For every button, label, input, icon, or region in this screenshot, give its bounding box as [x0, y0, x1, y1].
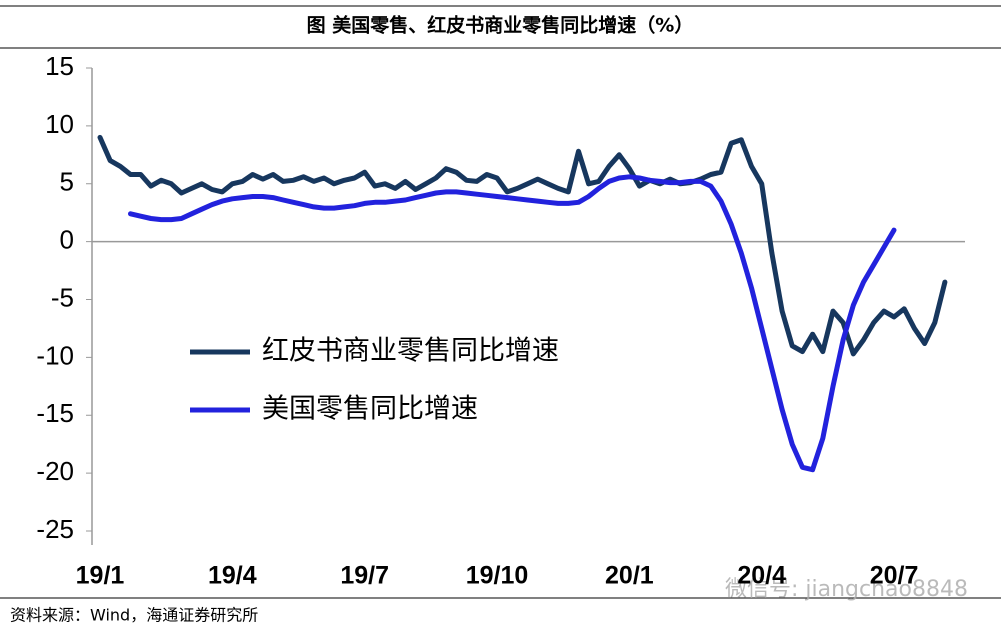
y-tick-label: -5	[51, 282, 74, 312]
y-tick-label: -20	[36, 456, 74, 486]
y-tick-label: 10	[45, 109, 74, 139]
y-tick-label: 0	[60, 225, 74, 255]
x-tick-label: 20/7	[870, 562, 919, 590]
chart-title: 图 美国零售、红皮书商业零售同比增速（%）	[307, 14, 694, 37]
y-tick-label: 15	[45, 51, 74, 81]
x-tick-label: 20/4	[737, 562, 786, 590]
y-tick-label: -25	[36, 514, 74, 544]
x-tick-label: 19/10	[466, 562, 529, 590]
series-line	[128, 174, 897, 473]
legend-label: 美国零售同比增速	[262, 394, 478, 425]
x-tick-label: 20/1	[605, 562, 654, 590]
y-tick-label: -10	[36, 340, 74, 370]
watermark: 微信号: jiangchao8848	[725, 577, 968, 602]
x-tick-label: 19/1	[76, 562, 125, 590]
source: 资料来源：Wind，海通证券研究所	[10, 606, 258, 625]
y-tick-label: -15	[36, 398, 74, 428]
legend-label: 红皮书商业零售同比增速	[262, 336, 559, 367]
series-line	[97, 134, 948, 357]
y-tick-label: 5	[60, 167, 74, 197]
x-tick-label: 19/7	[340, 562, 389, 590]
x-tick-label: 19/4	[208, 562, 257, 590]
